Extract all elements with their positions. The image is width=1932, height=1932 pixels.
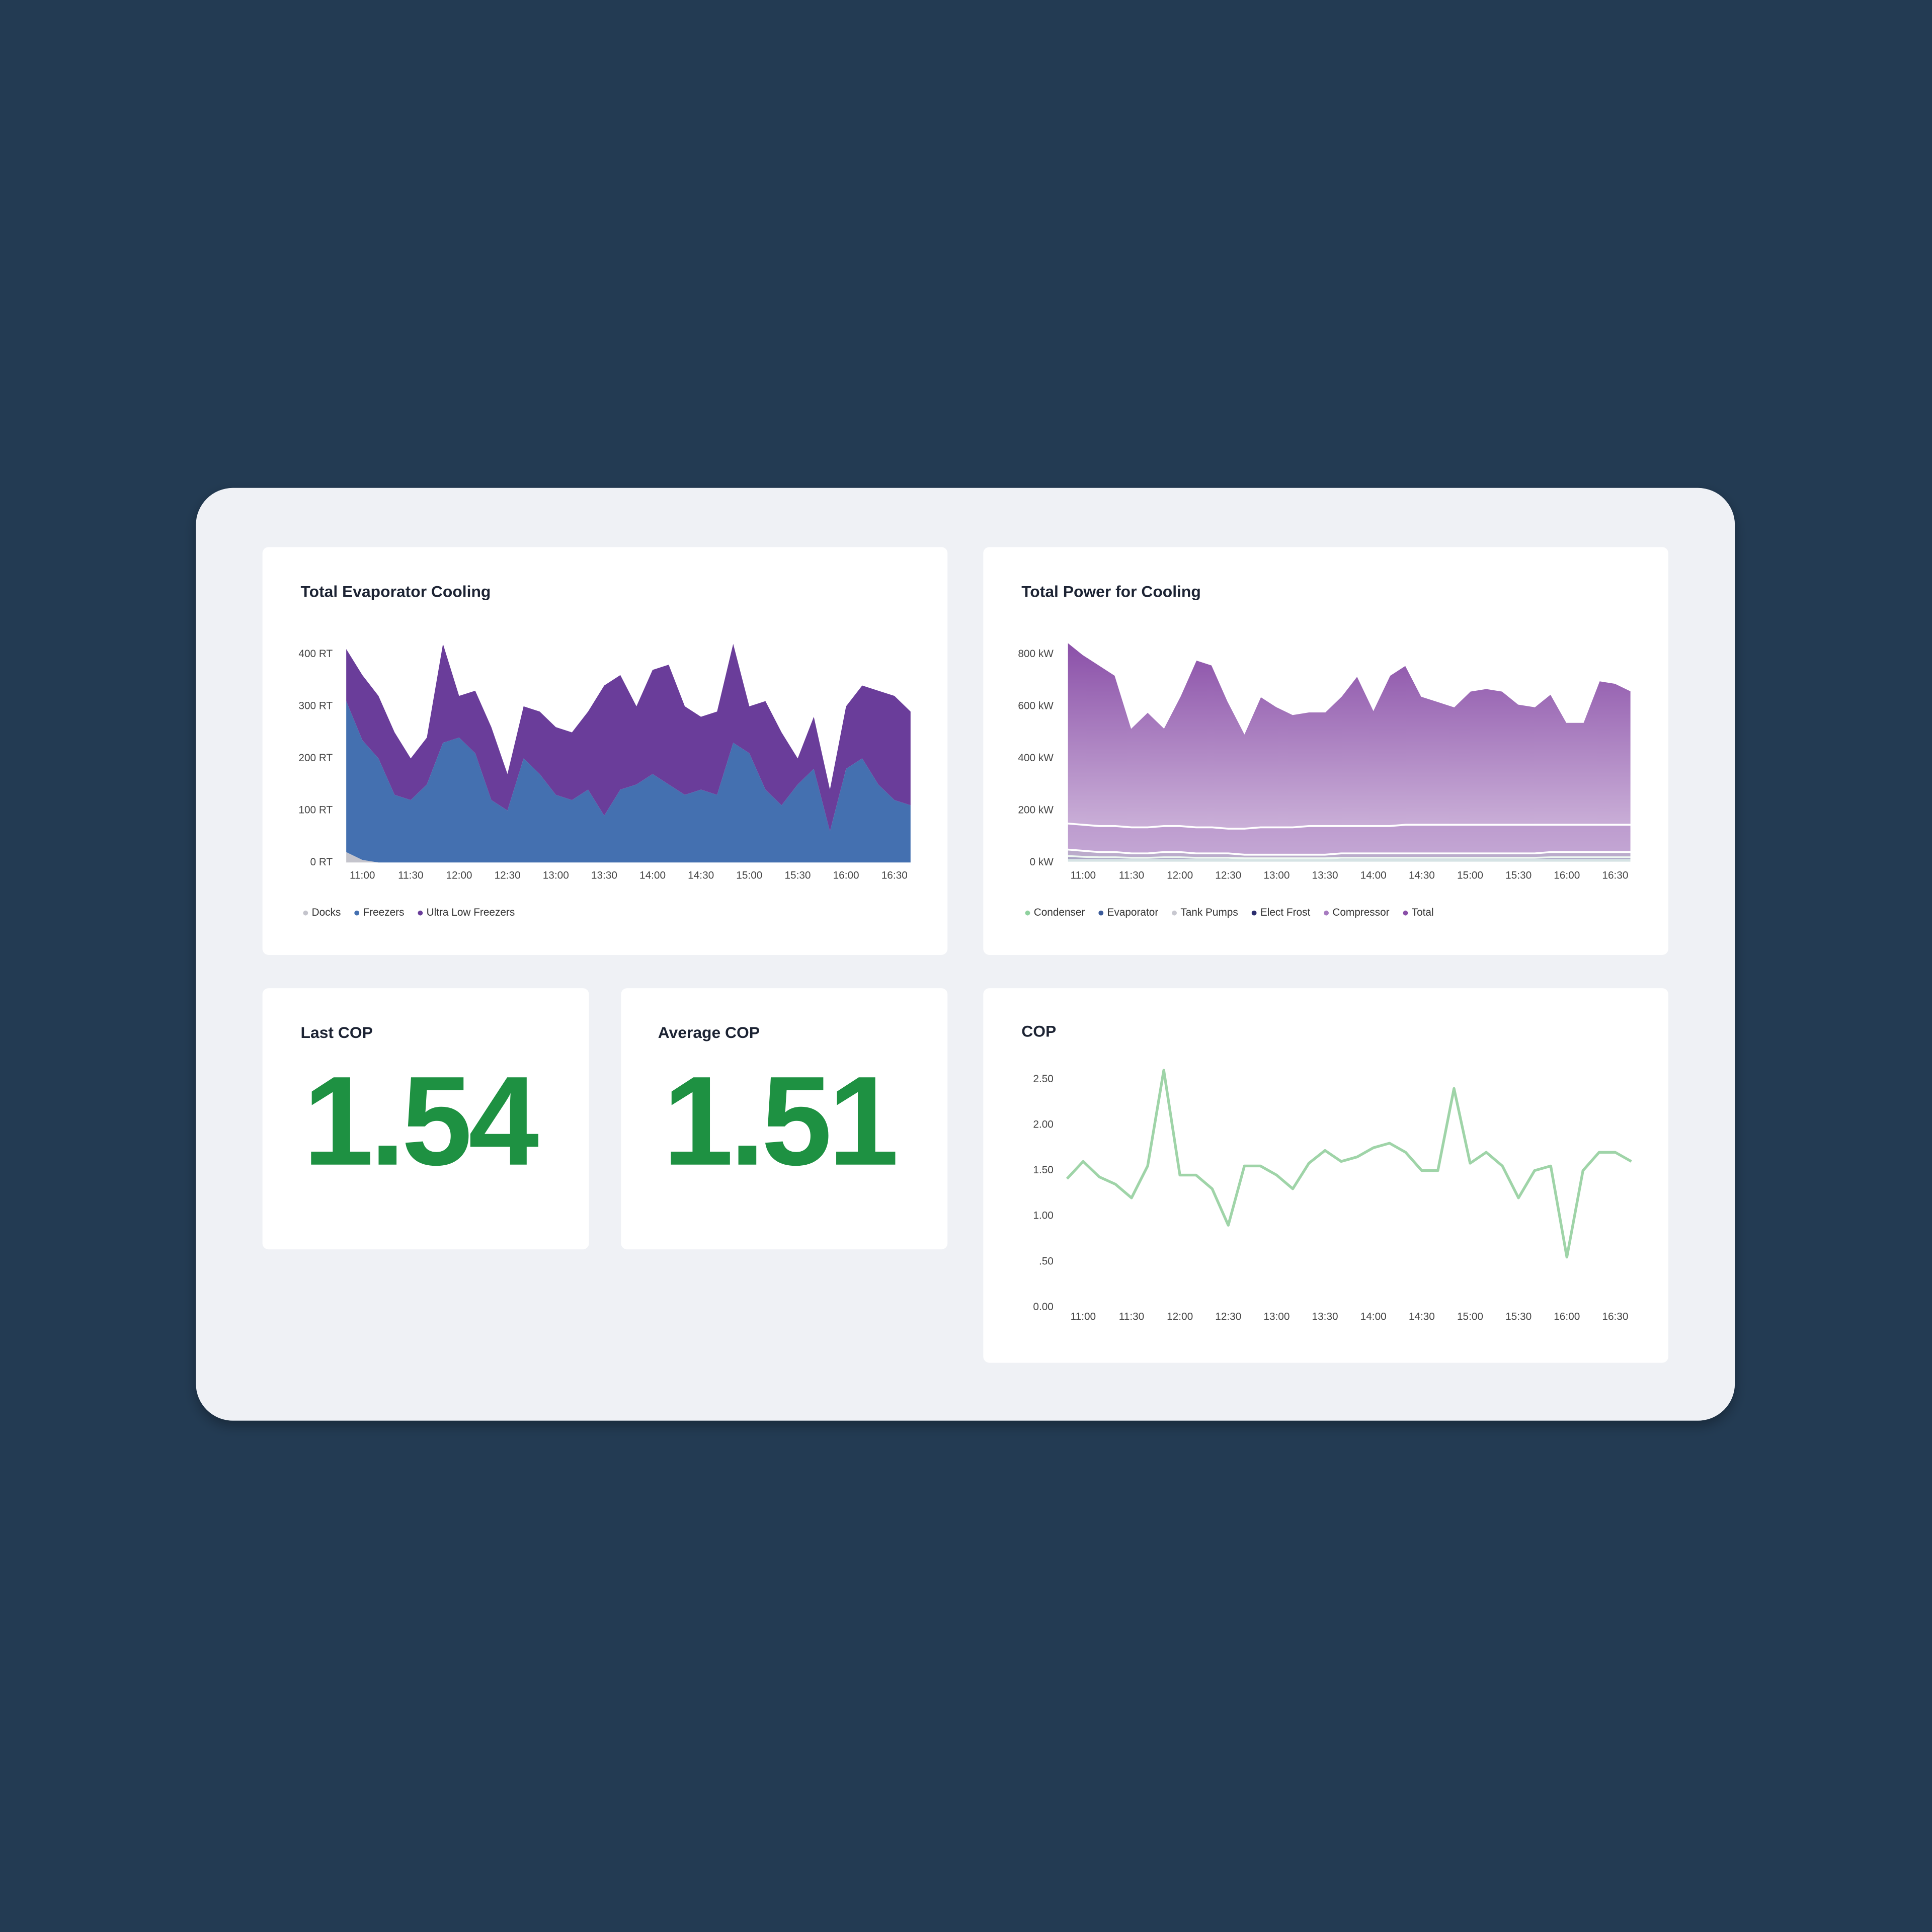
legend-label: Evaporator [1107, 907, 1159, 918]
kpi-value: 1.51 [663, 1051, 896, 1192]
area [346, 643, 911, 832]
legend-dot [1324, 910, 1329, 916]
x-tick-label: 14:00 [1360, 870, 1387, 881]
x-tick-label: 13:30 [1312, 1311, 1338, 1322]
chart-title: Total Power for Cooling [1021, 582, 1201, 600]
kpi-value: 1.54 [303, 1051, 538, 1192]
x-tick-label: 15:30 [1505, 870, 1532, 881]
card [983, 988, 1668, 1363]
kpi-label: Average COP [658, 1023, 760, 1041]
y-tick-label: 200 RT [298, 752, 333, 764]
legend-label: Docks [312, 907, 341, 918]
x-tick-label: 15:00 [736, 870, 762, 881]
card [262, 988, 589, 1250]
x-tick-label: 16:30 [1602, 870, 1628, 881]
x-tick-label: 12:30 [495, 870, 521, 881]
y-tick-label: 300 RT [298, 700, 333, 711]
legend-dot [1025, 910, 1030, 916]
y-tick-label: 1.00 [1033, 1210, 1053, 1222]
x-tick-label: 14:30 [1409, 870, 1435, 881]
x-tick-label: 15:30 [1505, 1311, 1532, 1322]
legend-dot [354, 910, 360, 916]
y-tick-label: 100 RT [298, 804, 333, 816]
x-tick-label: 12:30 [1215, 1311, 1241, 1322]
chart-title: COP [1021, 1022, 1056, 1040]
legend-dot [418, 910, 423, 916]
x-tick-label: 12:00 [1167, 1311, 1193, 1322]
x-tick-label: 16:30 [1602, 1311, 1628, 1322]
x-tick-label: 12:00 [1167, 870, 1193, 881]
x-tick-label: 14:30 [1409, 1311, 1435, 1322]
x-tick-label: 11:00 [1071, 1311, 1096, 1322]
x-tick-label: 13:30 [1312, 870, 1338, 881]
x-tick-label: 13:30 [591, 870, 617, 881]
x-tick-label: 16:30 [881, 870, 908, 881]
x-tick-label: 13:00 [1263, 1311, 1290, 1322]
x-tick-label: 11:30 [398, 870, 423, 881]
y-tick-label: 400 RT [298, 648, 333, 660]
x-tick-label: 15:00 [1457, 1311, 1483, 1322]
x-tick-label: 11:30 [1119, 870, 1145, 881]
chart-title: Total Evaporator Cooling [301, 582, 491, 600]
legend-label: Condenser [1034, 907, 1085, 918]
y-tick-label: 1.50 [1033, 1164, 1053, 1176]
x-tick-label: 11:00 [350, 870, 375, 881]
y-tick-label: 0.00 [1033, 1301, 1053, 1313]
legend-dot [1403, 910, 1408, 916]
y-tick-label: 200 kW [1018, 804, 1054, 816]
x-tick-label: 15:00 [1457, 870, 1483, 881]
area [346, 701, 911, 863]
line [1066, 1069, 1632, 1259]
legend-label: Elect Frost [1260, 907, 1311, 918]
legend-dot [303, 910, 308, 916]
y-tick-label: 0 kW [1030, 856, 1054, 868]
x-tick-label: 15:30 [784, 870, 811, 881]
x-tick-label: 14:00 [1360, 1311, 1387, 1322]
x-tick-label: 13:00 [1263, 870, 1290, 881]
x-tick-label: 16:00 [1554, 1311, 1580, 1322]
legend-label: Total [1412, 907, 1434, 918]
area [1066, 848, 1633, 864]
x-tick-label: 14:00 [639, 870, 666, 881]
kpi-label: Last COP [301, 1023, 373, 1041]
x-tick-label: 12:30 [1215, 870, 1241, 881]
x-tick-label: 16:00 [1554, 870, 1580, 881]
legend-dot [1251, 910, 1257, 916]
y-tick-label: 0 RT [310, 856, 333, 868]
y-tick-label: 800 kW [1018, 648, 1054, 660]
legend-label: Compressor [1332, 907, 1389, 918]
legend-label: Tank Pumps [1180, 907, 1238, 918]
y-tick-label: 600 kW [1018, 700, 1054, 711]
legend-label: Ultra Low Freezers [427, 907, 515, 918]
x-tick-label: 14:30 [688, 870, 714, 881]
x-tick-label: 16:00 [833, 870, 859, 881]
x-tick-label: 11:00 [1071, 870, 1096, 881]
legend-label: Freezers [363, 907, 404, 918]
card [621, 988, 948, 1250]
x-tick-label: 11:30 [1119, 1311, 1145, 1322]
legend-dot [1098, 910, 1104, 916]
y-tick-label: 2.00 [1033, 1118, 1053, 1130]
x-tick-label: 12:00 [446, 870, 472, 881]
y-tick-label: .50 [1039, 1255, 1054, 1267]
y-tick-label: 2.50 [1033, 1073, 1053, 1085]
x-tick-label: 13:00 [543, 870, 569, 881]
legend-dot [1172, 910, 1177, 916]
y-tick-label: 400 kW [1018, 752, 1054, 764]
